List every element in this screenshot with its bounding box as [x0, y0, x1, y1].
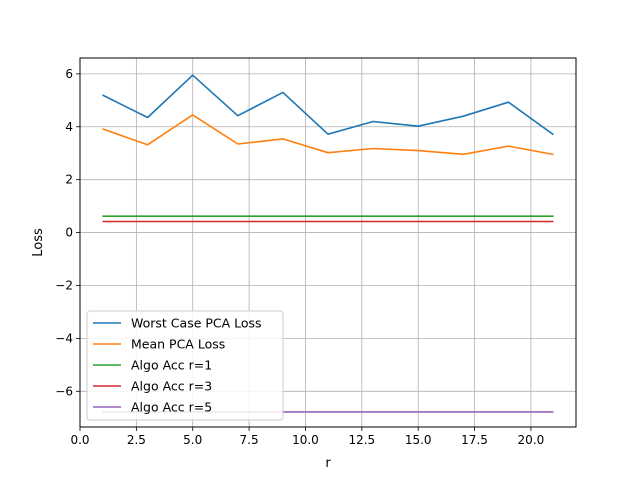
- legend-box: [86, 310, 284, 421]
- x-tick-label: 20.0: [518, 433, 545, 447]
- x-tick-label: 5.0: [183, 433, 202, 447]
- x-tick-label: 15.0: [405, 433, 432, 447]
- y-axis-ticks: −6 −4 −2 0 2 4 6: [55, 67, 80, 398]
- y-tick-label: 0: [65, 226, 73, 240]
- series-line-worst-case-pca-loss: [102, 74, 554, 136]
- y-axis-label: Loss: [31, 228, 46, 257]
- legend-label: Algo Acc r=3: [131, 379, 212, 394]
- x-tick-label: 7.5: [240, 433, 259, 447]
- y-tick-label: −2: [55, 278, 73, 292]
- x-axis-label: r: [325, 456, 331, 471]
- y-tick-label: −4: [55, 331, 73, 345]
- x-tick-label: 2.5: [127, 433, 146, 447]
- axes-frame: [79, 57, 577, 428]
- legend-label: Algo Acc r=5: [131, 400, 212, 415]
- legend: Worst Case PCA Loss Mean PCA Loss Algo Acc…: [86, 310, 284, 421]
- y-tick-label: 6: [65, 67, 73, 81]
- x-tick-label: 12.5: [348, 433, 375, 447]
- x-tick-label: 10.0: [292, 433, 319, 447]
- legend-label: Mean PCA Loss: [131, 337, 225, 352]
- x-tick-label: 17.5: [461, 433, 488, 447]
- series-line-mean-pca-loss: [102, 114, 554, 156]
- y-tick-label: −6: [55, 384, 73, 398]
- legend-label: Algo Acc r=1: [131, 358, 212, 373]
- y-tick-label: 4: [65, 120, 73, 134]
- grid: [79, 58, 576, 427]
- x-axis-ticks: 0.0 2.5 5.0 7.5 10.0 12.5 15.0 17.5 20.0: [70, 427, 544, 447]
- legend-label: Worst Case PCA Loss: [131, 316, 262, 331]
- x-tick-label: 0.0: [70, 433, 89, 447]
- y-tick-label: 2: [65, 173, 73, 187]
